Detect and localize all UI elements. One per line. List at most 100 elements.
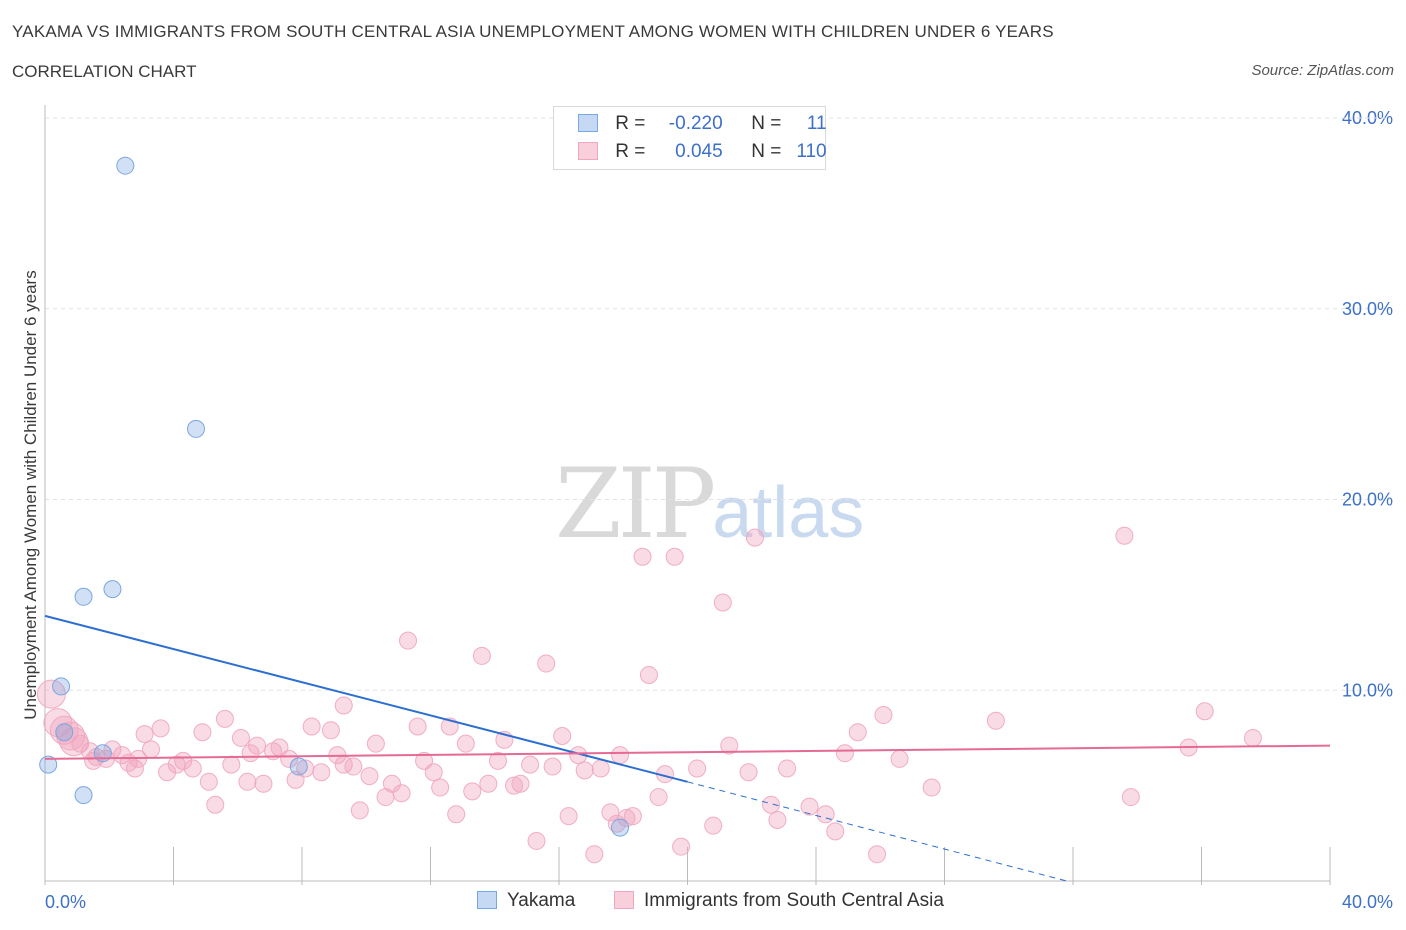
- immigrants-point: [382, 774, 401, 793]
- immigrants-point: [511, 774, 530, 793]
- immigrants-point: [553, 727, 572, 746]
- immigrants-point: [649, 788, 668, 807]
- legend-r-label: R =: [615, 113, 646, 134]
- immigrants-point: [633, 547, 652, 566]
- immigrants-point: [1195, 702, 1214, 721]
- yakama-point: [186, 419, 205, 438]
- immigrants-point: [424, 763, 443, 782]
- yakama-point: [116, 156, 135, 175]
- immigrants-point: [84, 751, 103, 770]
- immigrants-point: [720, 736, 739, 755]
- immigrants-point: [527, 831, 546, 850]
- legend-r-value: -0.220: [668, 113, 723, 134]
- correlation-legend: R = -0.220 N = 11 R = 0.045 N = 110: [553, 106, 827, 170]
- immigrants-point: [158, 763, 177, 782]
- y-tick-label: 10.0%: [1342, 680, 1393, 700]
- legend-n-label: N =: [751, 141, 782, 162]
- immigrants-point: [1115, 526, 1134, 545]
- immigrants-point: [922, 778, 941, 797]
- immigrants-point: [59, 727, 89, 757]
- source-label: Source: ZipAtlas.com: [1251, 62, 1394, 79]
- immigrants-point: [1121, 788, 1140, 807]
- immigrants-point: [665, 547, 684, 566]
- immigrants-point: [334, 755, 353, 774]
- bottom-legend-label-immigrants: Immigrants from South Central Asia: [644, 890, 944, 911]
- y-axis-label: Unemployment Among Women with Children U…: [21, 270, 40, 720]
- yakama-point: [74, 587, 93, 606]
- immigrants-point: [623, 807, 642, 826]
- immigrants-point: [639, 665, 658, 684]
- immigrants-point: [472, 646, 491, 665]
- immigrants-point: [835, 744, 854, 763]
- x-tick-label: 40.0%: [1342, 892, 1393, 912]
- immigrants-point: [206, 795, 225, 814]
- immigrants-point: [248, 736, 267, 755]
- immigrants-point: [280, 749, 299, 768]
- legend-r-label: R =: [615, 141, 646, 162]
- immigrants-point: [559, 807, 578, 826]
- chart-subtitle: CORRELATION CHART: [12, 62, 197, 81]
- immigrants-point: [762, 795, 781, 814]
- immigrants-point: [408, 717, 427, 736]
- immigrants-point: [71, 734, 90, 753]
- immigrants-point: [739, 763, 758, 782]
- immigrants-point: [745, 528, 764, 547]
- immigrants-point: [399, 631, 418, 650]
- yakama-point: [103, 580, 122, 599]
- immigrants-point: [611, 746, 630, 765]
- y-tick-label: 30.0%: [1342, 299, 1393, 319]
- immigrants-point: [360, 767, 379, 786]
- legend-r-value: 0.045: [675, 141, 723, 162]
- yakama-point: [611, 818, 630, 837]
- immigrants-point: [1243, 728, 1262, 747]
- legend-n-label: N =: [751, 113, 782, 134]
- immigrants-point: [617, 809, 636, 828]
- legend-row-immigrants: R = 0.045 N = 110: [578, 141, 827, 165]
- immigrants-point: [222, 755, 241, 774]
- immigrants-point: [505, 776, 524, 795]
- immigrants-point: [392, 784, 411, 803]
- immigrants-point: [151, 719, 170, 738]
- immigrants-point: [848, 723, 867, 742]
- immigrants-point: [713, 593, 732, 612]
- immigrants-point: [543, 757, 562, 776]
- immigrants-point: [585, 845, 604, 864]
- watermark-atlas: atlas: [712, 473, 865, 553]
- immigrants-point: [302, 717, 321, 736]
- immigrants-point: [254, 774, 273, 793]
- bottom-legend-yakama: Yakama: [477, 890, 575, 912]
- immigrants-point: [704, 816, 723, 835]
- yakama-point: [55, 723, 74, 742]
- immigrants-point: [43, 708, 73, 738]
- immigrants-point: [874, 706, 893, 725]
- immigrants-point: [350, 801, 369, 820]
- watermark: ZIPatlas: [555, 448, 864, 560]
- immigrants-point: [826, 822, 845, 841]
- immigrants-point: [183, 759, 202, 778]
- immigrants-point: [334, 696, 353, 715]
- immigrants-point: [431, 778, 450, 797]
- immigrants-point: [238, 772, 257, 791]
- bottom-legend-immigrants: Immigrants from South Central Asia: [614, 890, 944, 912]
- immigrants-point: [778, 759, 797, 778]
- immigrants-point: [456, 734, 475, 753]
- legend-n-value: 110: [796, 141, 827, 162]
- bottom-legend-swatch-immigrants: [614, 891, 634, 909]
- immigrants-point: [537, 654, 556, 673]
- yakama-point: [74, 786, 93, 805]
- immigrants-point: [890, 749, 909, 768]
- immigrants-point: [816, 805, 835, 824]
- immigrants-point: [868, 845, 887, 864]
- immigrants-point: [488, 751, 507, 770]
- immigrants-point: [479, 774, 498, 793]
- immigrants-point: [193, 723, 212, 742]
- immigrants-point: [231, 728, 250, 747]
- yakama-trend-extension: [687, 781, 1067, 882]
- watermark-zip: ZIP: [555, 448, 716, 560]
- immigrants-point: [601, 803, 620, 822]
- yakama-point: [289, 757, 308, 776]
- immigrants-point: [575, 761, 594, 780]
- legend-n-value: 11: [806, 113, 827, 134]
- immigrants-point: [125, 759, 144, 778]
